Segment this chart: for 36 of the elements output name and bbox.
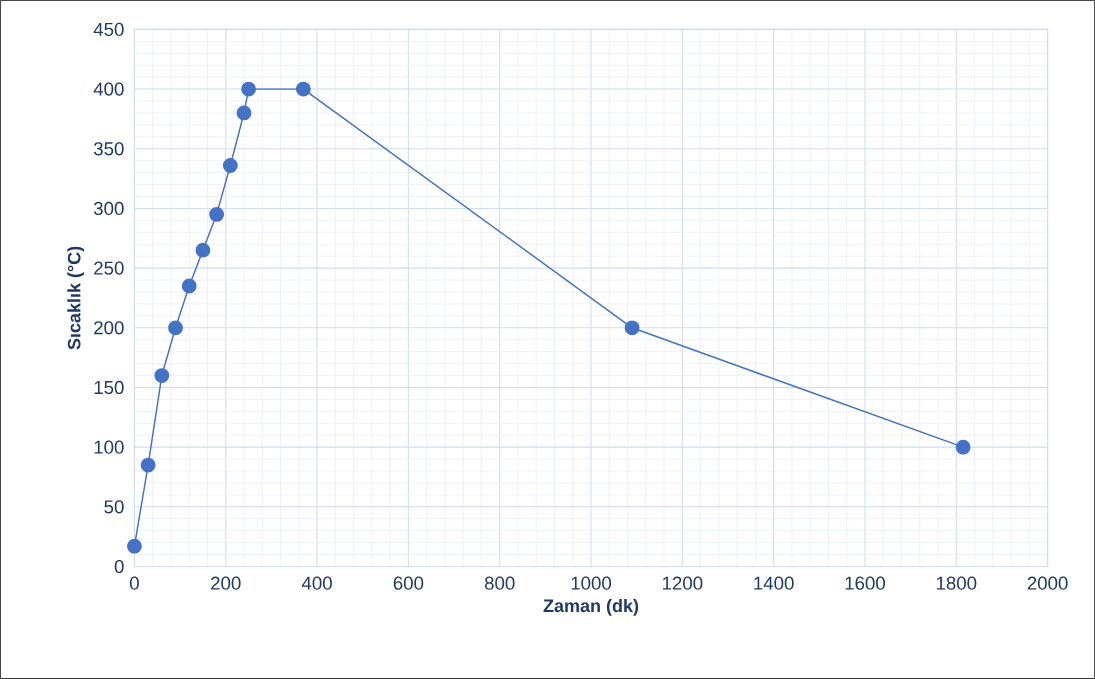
x-tick-label: 400: [301, 576, 332, 590]
x-tick-label: 1200: [662, 576, 703, 590]
y-tick-label: 0: [114, 559, 124, 574]
x-tick-label: 600: [393, 576, 424, 590]
point: [209, 207, 225, 222]
point: [222, 158, 238, 173]
point: [624, 320, 640, 336]
point: [154, 368, 170, 383]
point: [127, 538, 142, 554]
point: [955, 439, 971, 455]
point: [195, 242, 211, 258]
x-tick-label: 1600: [845, 576, 885, 590]
x-axis-title: Zaman (dk): [543, 598, 639, 616]
x-tick-label: 200: [211, 576, 241, 590]
y-tick-label: 250: [94, 261, 124, 275]
y-tick-label: 200: [94, 321, 124, 335]
x-tick-label: 2000: [1027, 576, 1068, 590]
point: [241, 81, 256, 97]
x-tick-label: 1800: [936, 576, 977, 590]
point: [236, 105, 252, 121]
point: [140, 457, 156, 473]
y-tick-label: 150: [94, 380, 124, 395]
y-tick-label: 100: [94, 440, 124, 454]
y-axis-title: Sıcaklık (°C): [67, 246, 85, 350]
point: [295, 81, 311, 97]
point: [168, 320, 183, 336]
y-tick-label: 350: [93, 142, 124, 156]
y-tick-label: 400: [93, 82, 124, 96]
y-tick-label: 50: [104, 500, 124, 514]
y-tick-label: 450: [93, 22, 124, 37]
x-tick-label: 0: [129, 576, 139, 590]
y-tick-label: 300: [93, 201, 124, 216]
x-tick-label: 1000: [571, 576, 612, 590]
x-tick-label: 1400: [754, 576, 794, 590]
x-tick-label: 800: [484, 576, 515, 590]
point: [181, 278, 197, 294]
